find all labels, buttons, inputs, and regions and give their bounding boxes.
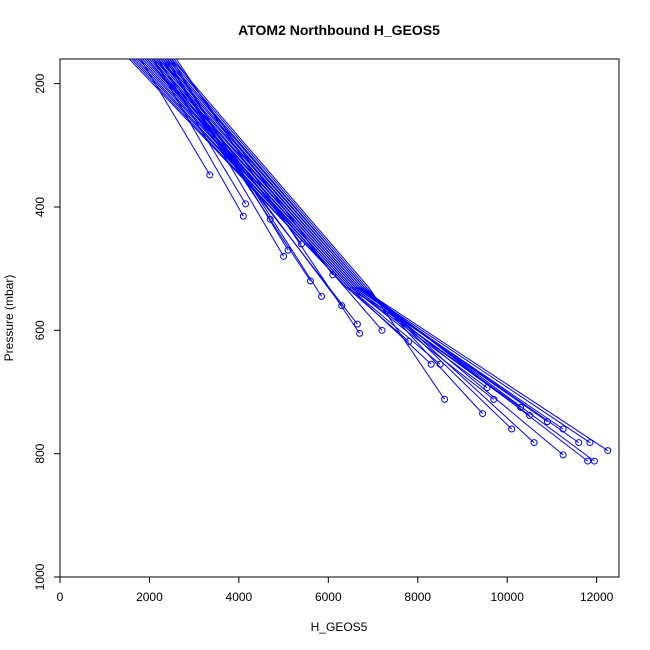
data-point: [559, 425, 567, 433]
data-point: [479, 410, 487, 418]
x-tick-label: 10000: [491, 590, 525, 604]
data-point: [490, 395, 498, 403]
series-group: [128, 59, 612, 465]
data-point: [559, 451, 567, 459]
data-point: [405, 337, 413, 345]
series-line: [142, 59, 521, 408]
x-tick-label: 2000: [136, 590, 163, 604]
data-point: [483, 384, 491, 392]
series-line: [160, 59, 589, 462]
data-point: [378, 326, 386, 334]
series-line: [151, 59, 358, 325]
data-point: [427, 360, 435, 368]
data-point: [584, 457, 592, 465]
series-line: [144, 59, 530, 416]
y-axis: 200 400 600 800 1000: [33, 73, 61, 590]
data-point: [436, 360, 444, 368]
data-point: [318, 292, 326, 300]
x-axis: 0 2000 4000 6000 8000 10000 12000: [57, 576, 614, 604]
series-line: [171, 59, 446, 400]
x-tick-label: 4000: [226, 590, 253, 604]
series-line: [133, 59, 432, 365]
y-tick-label: 1000: [33, 563, 47, 590]
y-tick-label: 400: [33, 197, 47, 217]
data-point: [306, 277, 314, 285]
data-point: [206, 171, 214, 179]
series-line: [137, 59, 488, 389]
data-point: [242, 200, 250, 208]
data-point: [382, 307, 390, 315]
chart-title: ATOM2 Northbound H_GEOS5: [238, 22, 440, 38]
data-point: [604, 447, 612, 455]
data-point: [356, 329, 364, 337]
series-line: [146, 59, 548, 423]
data-point: [543, 418, 551, 426]
data-point: [508, 425, 516, 433]
data-point: [526, 411, 534, 419]
x-tick-label: 6000: [315, 590, 342, 604]
x-tick-label: 8000: [404, 590, 431, 604]
data-point: [590, 457, 598, 465]
data-point: [338, 302, 346, 310]
data-point: [239, 212, 247, 220]
series-line: [151, 59, 580, 444]
data-point: [441, 395, 449, 403]
data-point: [575, 439, 583, 447]
data-point: [530, 439, 538, 447]
y-tick-label: 800: [33, 443, 47, 463]
x-tick-label: 0: [57, 590, 64, 604]
y-tick-label: 600: [33, 320, 47, 340]
series-line: [169, 59, 483, 414]
data-point: [329, 271, 337, 279]
data-point: [353, 320, 361, 328]
y-axis-label: Pressure (mbar): [2, 275, 16, 362]
data-point: [280, 252, 288, 260]
series-line: [164, 59, 535, 443]
x-tick-label: 12000: [580, 590, 614, 604]
y-tick-label: 200: [33, 73, 47, 93]
series-line: [128, 59, 387, 312]
data-point: [517, 403, 525, 411]
x-axis-label: H_GEOS5: [311, 620, 368, 634]
series-line: [155, 59, 609, 452]
plot-frame: [59, 58, 620, 578]
data-point: [586, 439, 594, 447]
